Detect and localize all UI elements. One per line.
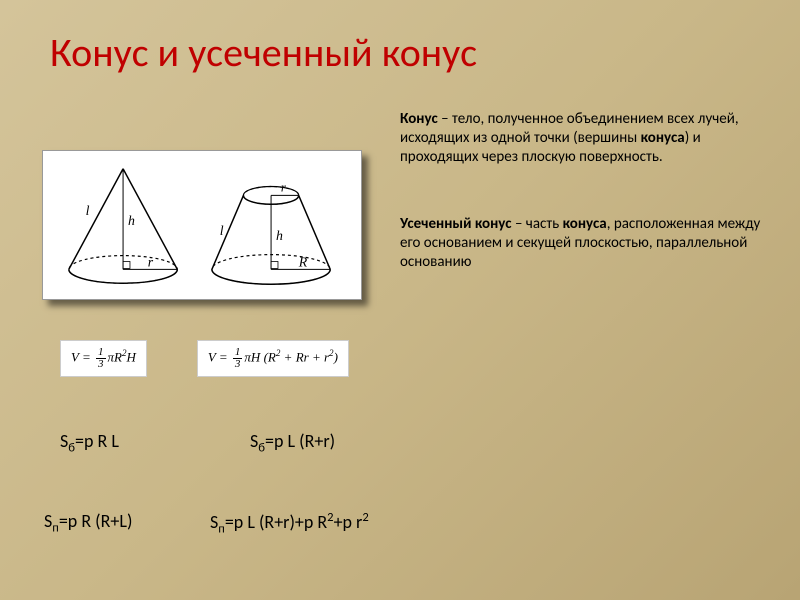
svg-text:h: h (128, 213, 135, 228)
full-area-cone: Sп=p R (R+L) (44, 510, 132, 536)
def-frustum-text1: – часть (512, 215, 563, 233)
volume-formulas-row: V = 13πR2H V = 13πH (R2 + Rr + r2) (60, 340, 460, 377)
full-area-frustum: Sп=p L (R+r)+p R2+p r2 (210, 510, 369, 537)
cone-svg: l h r r l h R (43, 151, 361, 299)
term-cone: Конус (400, 110, 438, 128)
svg-text:l: l (220, 223, 224, 238)
svg-text:l: l (86, 203, 90, 218)
lateral-area-frustum: Sб=p L (R+r) (250, 430, 335, 456)
term-frustum: Усеченный конус (400, 215, 512, 233)
definition-cone: Конус – тело, полученное объединением вс… (400, 110, 770, 166)
cone-diagrams: l h r r l h R (42, 150, 362, 300)
lateral-area-cone: Sб=p R L (60, 430, 119, 456)
svg-text:r: r (148, 254, 154, 269)
term-frustum-inline: конуса (563, 215, 607, 233)
definition-frustum: Усеченный конус – часть конуса, располож… (400, 215, 770, 271)
volume-cone-formula: V = 13πR2H (60, 340, 147, 377)
slide-title: Конус и усеченный конус (0, 0, 800, 77)
svg-text:R: R (298, 254, 308, 269)
svg-text:h: h (276, 228, 283, 243)
volume-frustum-formula: V = 13πH (R2 + Rr + r2) (197, 340, 349, 377)
term-cone-inline: конуса (641, 129, 685, 147)
